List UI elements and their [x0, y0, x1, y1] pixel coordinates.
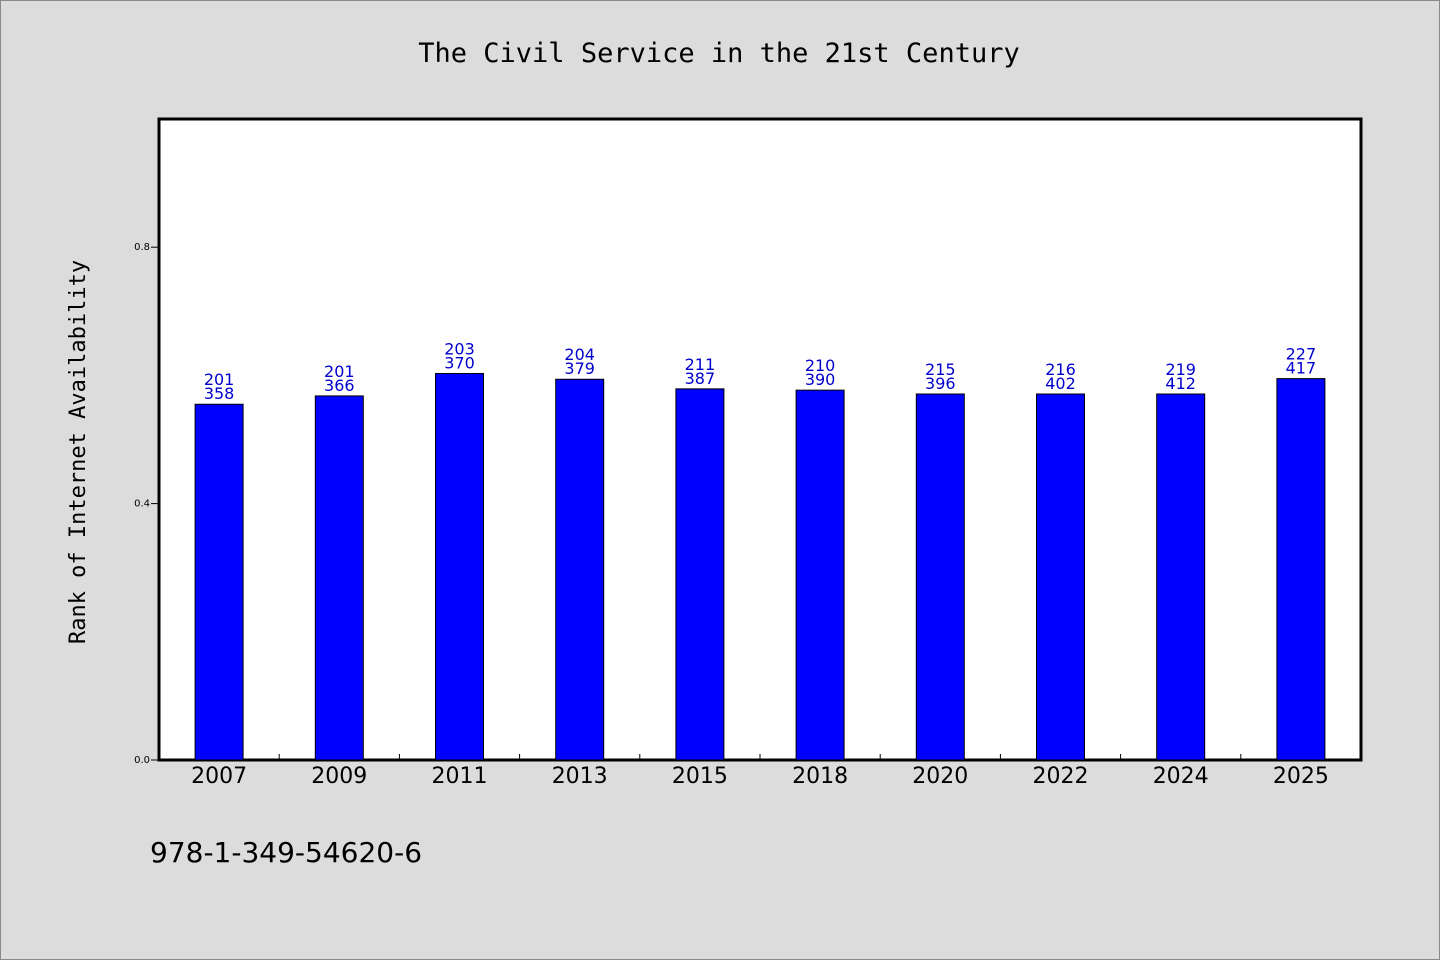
data-label-top: 203 [444, 339, 475, 358]
data-label-top: 215 [925, 360, 956, 379]
bar [555, 378, 605, 761]
y-tick-label: 0.4 [134, 499, 150, 510]
bar [675, 388, 725, 761]
x-axis: 2007 2009 2011 2013 2015 2018 2020 2022 2024 2025 [191, 754, 1329, 789]
data-label-bottom: 358 [204, 384, 235, 403]
y-axis-label: Rank of Internet Availability [66, 260, 91, 644]
x-tick-label: 2022 [1033, 764, 1089, 789]
x-tick-label: 2015 [672, 764, 728, 789]
bars-group [194, 372, 1326, 761]
data-label-top: 201 [324, 362, 355, 381]
x-tick-label: 2007 [191, 764, 247, 789]
data-label-bottom: 417 [1286, 359, 1317, 378]
bar [1276, 378, 1326, 761]
isbn-footer: 978-1-349-54620-6 [150, 836, 422, 869]
y-axis: 0.0 0.4 0.8 [134, 242, 159, 766]
x-tick-label: 2025 [1273, 764, 1329, 789]
bar [435, 372, 484, 761]
x-tick-label: 2024 [1153, 764, 1209, 789]
data-label-bottom: 390 [805, 370, 836, 389]
bar [915, 393, 965, 761]
data-label-top: 211 [685, 355, 716, 374]
y-tick-label: 0.8 [134, 242, 150, 253]
x-tick-label: 2013 [552, 764, 608, 789]
bar [795, 389, 845, 761]
y-tick-label: 0.0 [134, 755, 150, 766]
data-label-bottom: 396 [925, 374, 956, 393]
x-tick-label: 2009 [311, 764, 367, 789]
x-tick-label: 2020 [912, 764, 968, 789]
data-label-top: 210 [805, 356, 836, 375]
data-label-top: 227 [1286, 345, 1317, 364]
data-label-bottom: 370 [444, 353, 475, 372]
bar [314, 395, 364, 761]
data-label-top: 204 [564, 345, 595, 364]
data-label-bottom: 366 [324, 376, 355, 395]
data-label-top: 201 [204, 370, 235, 389]
bar [194, 403, 244, 761]
x-tick-label: 2011 [432, 764, 488, 789]
data-label-top: 219 [1165, 360, 1196, 379]
data-label-bottom: 402 [1045, 374, 1076, 393]
bar [1036, 393, 1085, 761]
x-tick-label: 2018 [792, 764, 848, 789]
chart-title: The Civil Service in the 21st Century [418, 38, 1019, 69]
data-label-bottom: 379 [564, 359, 595, 378]
data-label-top: 216 [1045, 360, 1076, 379]
data-label-bottom: 412 [1165, 374, 1196, 393]
data-label-bottom: 387 [685, 369, 716, 388]
bar [1156, 393, 1206, 761]
